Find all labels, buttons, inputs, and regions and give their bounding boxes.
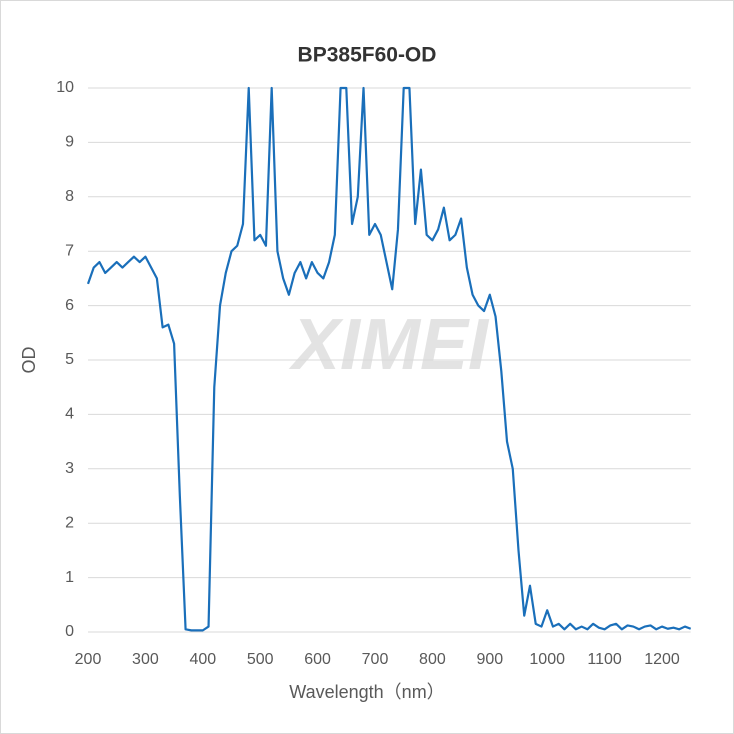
x-tick-label: 800: [419, 651, 446, 668]
x-tick-label: 1200: [644, 651, 680, 668]
x-tick-label: 600: [304, 651, 331, 668]
watermark: XIMEI: [288, 305, 490, 385]
y-tick-label: 6: [65, 297, 74, 314]
x-tick-label: 1000: [529, 651, 565, 668]
x-tick-label: 300: [132, 651, 159, 668]
y-tick-label: 5: [65, 351, 74, 368]
y-tick-label: 10: [56, 79, 74, 96]
x-tick-label: 400: [189, 651, 216, 668]
data-line: [86, 86, 692, 632]
x-axis-title: Wavelength（nm）: [289, 682, 444, 702]
x-tick-label: 1100: [587, 651, 622, 668]
y-tick-label: 0: [65, 623, 74, 640]
chart-title: BP385F60-OD: [298, 44, 437, 67]
y-tick-label: 3: [65, 460, 74, 477]
x-tick-label: 500: [247, 651, 274, 668]
y-tick-label: 9: [65, 134, 74, 151]
x-tick-label: 900: [476, 651, 503, 668]
y-axis-title: OD: [19, 346, 39, 373]
x-tick-label: 200: [75, 651, 102, 668]
x-tick-label: 700: [362, 651, 389, 668]
y-tick-label: 8: [65, 188, 74, 205]
y-tick-label: 7: [65, 242, 74, 259]
y-tick-label: 2: [65, 514, 74, 531]
y-tick-label: 1: [65, 569, 74, 586]
y-tick-label: 4: [65, 406, 74, 423]
